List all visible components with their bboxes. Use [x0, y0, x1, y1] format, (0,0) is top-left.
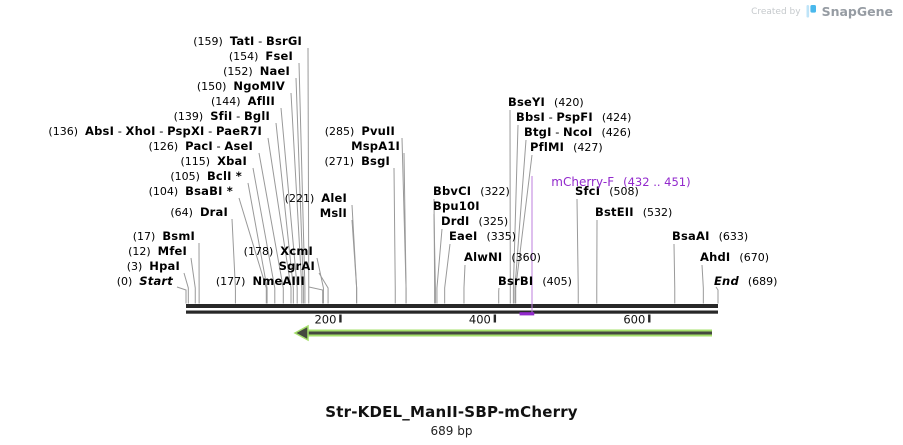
site-label-hpai[interactable]: (3) HpaI [126, 259, 180, 273]
leader-line [275, 122, 294, 304]
site-label-fsei[interactable]: (154) FseI [228, 49, 293, 63]
primer-label-mcherry-f[interactable]: mCherry-F (432 .. 451) [536, 161, 691, 203]
leader-line [307, 47, 310, 304]
sequence-bar-bottom [186, 310, 718, 314]
sequence-length: 689 bp [430, 424, 473, 438]
site-label-paci[interactable]: (126) PacI - AseI [148, 139, 253, 153]
leader-line [231, 218, 236, 304]
site-label-sfci[interactable]: SfcI (508) [575, 184, 639, 198]
leader-line [512, 124, 519, 304]
site-label-btgi[interactable]: BtgI - NcoI (426) [524, 125, 632, 139]
leader-line [463, 264, 466, 304]
leader-line [576, 198, 579, 304]
site-label-xbai[interactable]: (115) XbaI [180, 154, 247, 168]
primer-range: (432 .. 451) [623, 175, 691, 189]
leader-line [436, 228, 443, 304]
site-label-drdi[interactable]: DrdI (325) [441, 214, 509, 228]
site-label-alei[interactable]: (221) AleI [284, 191, 347, 205]
site-label-mspa1i[interactable]: MspA1I [351, 139, 400, 153]
ruler-tick-label: 200 [314, 313, 336, 327]
leader-line [190, 257, 196, 304]
leader-line [701, 264, 704, 304]
leader-line [298, 62, 306, 304]
created-by-label: Created by [751, 6, 801, 17]
leader-line [318, 272, 329, 304]
sequence-bar-top [186, 304, 718, 308]
site-label-tati[interactable]: (159) TatI - BsrGI [193, 34, 302, 48]
site-label-bsrbi[interactable]: BsrBI (405) [498, 274, 572, 288]
snapgene-watermark: Created by SnapGene [751, 4, 893, 19]
snapgene-flag-icon [806, 5, 816, 18]
site-label-bsabi[interactable]: (104) BsaBI * [148, 184, 233, 198]
leader-line [267, 137, 292, 304]
site-label-msli[interactable]: MslI [319, 206, 347, 220]
leader-line [515, 154, 533, 304]
ruler-tick [339, 314, 342, 323]
leader-line [247, 182, 268, 304]
leader-line [308, 286, 324, 304]
ruler-tick-label: 400 [469, 313, 491, 327]
leader-line [290, 92, 303, 304]
ruler-tick-label: 600 [623, 313, 645, 327]
site-label-mfei[interactable]: (12) MfeI [128, 244, 187, 258]
leader-line [258, 152, 284, 304]
leader-line [403, 152, 407, 304]
site-label-bpu10i[interactable]: Bpu10I [433, 199, 480, 213]
title-block: Str-KDEL_ManII-SBP-mCherry 689 bp [0, 403, 903, 438]
ruler-tick [648, 314, 651, 323]
site-label-eaei[interactable]: EaeI (335) [449, 229, 517, 243]
snapgene-brand-label: SnapGene [821, 4, 893, 19]
leader-line [393, 167, 396, 304]
leader-line [433, 213, 436, 304]
site-label-bsgi[interactable]: (271) BsgI [324, 154, 390, 168]
leader-line [351, 219, 358, 304]
site-label-bsaai[interactable]: BsaAI (633) [672, 229, 749, 243]
leader-line [514, 139, 527, 304]
site-label-alwni[interactable]: AlwNI (360) [464, 250, 541, 264]
leader-line [238, 197, 267, 304]
site-label-aflii[interactable]: (144) AflII [211, 94, 275, 108]
leader-line [280, 107, 298, 304]
site-label-bcli[interactable]: (105) BclI * [170, 169, 242, 183]
leader-line [183, 272, 189, 304]
leader-line [316, 257, 324, 304]
site-label-bsmi[interactable]: (17) BsmI [132, 229, 195, 243]
site-label-pflmi[interactable]: PflMI (427) [530, 140, 603, 154]
site-label-bbvci[interactable]: BbvCI (322) [433, 184, 510, 198]
primer-name: mCherry-F [551, 175, 615, 189]
leader-line [295, 77, 304, 304]
site-label-xcmi[interactable]: (178) XcmI [243, 244, 313, 258]
feature-arrow-head [293, 324, 309, 342]
leader-line [715, 286, 719, 304]
site-label-sgrai[interactable]: SgrAI [278, 259, 315, 273]
site-label-bsteii[interactable]: BstEII (532) [595, 205, 673, 219]
site-label-end[interactable]: End (689) [714, 274, 778, 288]
site-label-sfii[interactable]: (139) SfiI - BglI [173, 109, 270, 123]
site-label-drai[interactable]: (64) DraI [170, 205, 228, 219]
site-label-bseyi[interactable]: BseYI (420) [508, 95, 584, 109]
ruler-tick [493, 314, 497, 323]
leader-line [252, 167, 276, 304]
site-label-naei[interactable]: (152) NaeI [223, 64, 290, 78]
site-label-pvuii[interactable]: (285) PvuII [324, 124, 395, 138]
leader-line [444, 243, 451, 304]
site-label-start[interactable]: (0) Start [116, 274, 173, 288]
site-label-bbsi[interactable]: BbsI - PspFI (424) [516, 110, 632, 124]
leader-line [673, 243, 676, 304]
site-label-ahdi[interactable]: AhdI (670) [700, 250, 769, 264]
site-label-absi[interactable]: (136) AbsI - XhoI - PspXI - PaeR7I [48, 124, 262, 138]
site-label-ngomiv[interactable]: (150) NgoMIV [196, 79, 285, 93]
sequence-title: Str-KDEL_ManII-SBP-mCherry [325, 403, 578, 421]
site-label-nmeaiii[interactable]: (177) NmeAIII [215, 274, 305, 288]
leader-line [176, 286, 187, 304]
